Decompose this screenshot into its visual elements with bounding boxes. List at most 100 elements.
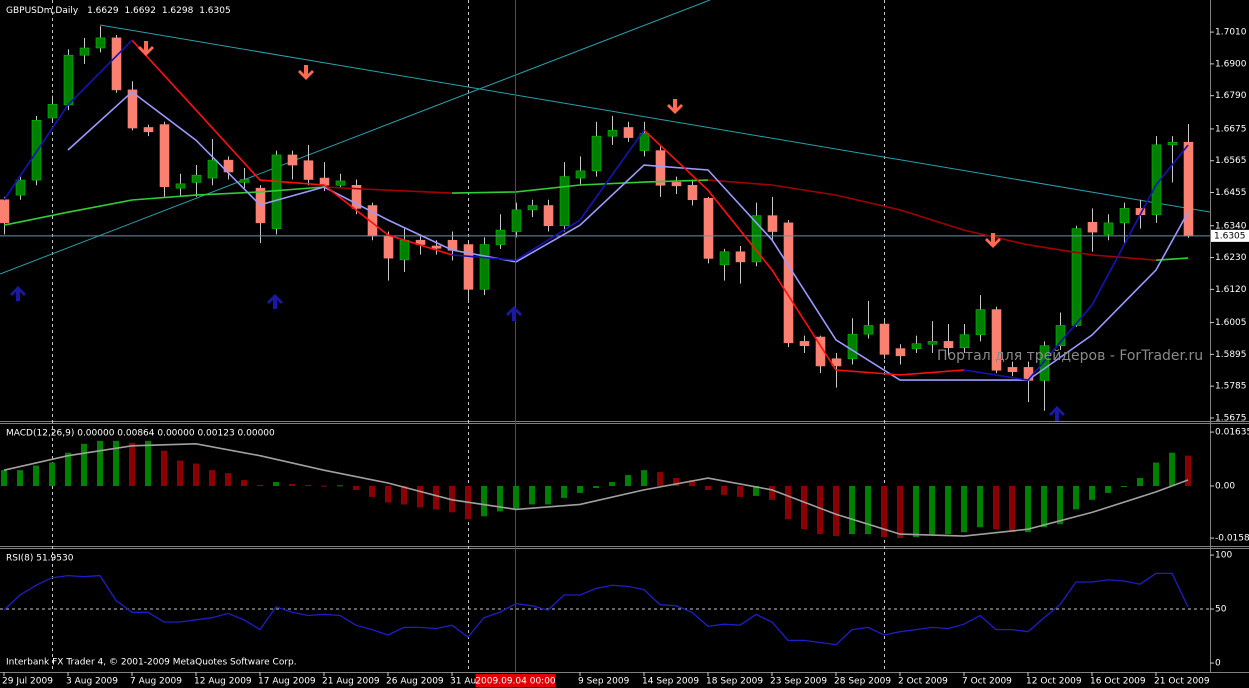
histogram-bar (257, 484, 263, 486)
candle-body (159, 124, 170, 188)
histogram-bar (417, 485, 423, 508)
x-tick-label: 18 Sep 2009 (706, 677, 763, 687)
histogram-bar (881, 485, 887, 538)
y-tick-label: 1.6455 (1215, 188, 1247, 198)
candle-body (143, 127, 154, 133)
y-tick-label: 1.7010 (1215, 28, 1247, 38)
candle-body (47, 104, 58, 119)
candle-body (623, 127, 634, 138)
candle-body (751, 215, 762, 263)
histogram-bar (689, 480, 695, 486)
current-price-label: 1.6305 (1214, 231, 1246, 241)
candle-body (271, 154, 282, 229)
candle-body (1167, 141, 1178, 146)
x-tick-label: 12 Aug 2009 (194, 677, 252, 687)
y-tick-label: 1.6565 (1215, 156, 1247, 166)
candle-body (431, 245, 442, 249)
histogram-bar (801, 485, 807, 530)
histogram-bar (833, 485, 839, 537)
open-value: 1.6629 (87, 6, 119, 16)
histogram-bar (529, 485, 535, 505)
candle-body (671, 182, 682, 187)
candle-body (127, 89, 138, 129)
histogram-bar (513, 485, 519, 509)
y-tick-label: 0 (1215, 659, 1221, 669)
candle-body (607, 130, 618, 137)
x-tick-label: 23 Sep 2009 (770, 677, 827, 687)
chart-header: GBPUSDm,Daily 1.6629 1.6692 1.6298 1.630… (6, 6, 231, 16)
y-tick-label: 1.6675 (1215, 124, 1247, 134)
candle-body (719, 251, 730, 266)
candle-body (63, 54, 74, 106)
histogram-bar (81, 443, 87, 486)
histogram-bar (609, 482, 615, 486)
x-tick-label: 26 Aug 2009 (386, 677, 444, 687)
histogram-bar (865, 485, 871, 535)
y-tick-label: 100 (1215, 551, 1232, 561)
histogram-bar (657, 472, 663, 486)
indicator-line (323, 179, 1157, 261)
candle-body (239, 179, 250, 183)
histogram-bar (193, 463, 199, 486)
y-tick-label: 1.5785 (1215, 382, 1247, 392)
histogram-bar (929, 485, 935, 536)
candle-body (207, 159, 218, 179)
x-tick-label: 17 Aug 2009 (258, 677, 316, 687)
histogram-bar (1089, 485, 1095, 500)
histogram-bar (401, 485, 407, 505)
close-value: 1.6305 (199, 6, 231, 16)
histogram-bar (305, 484, 311, 486)
trend-line (99, 24, 1211, 213)
candle-body (687, 184, 698, 201)
y-tick-label: 1.5895 (1215, 350, 1247, 360)
frame (0, 0, 1249, 673)
histogram-bar (577, 485, 583, 493)
histogram-bar (753, 485, 759, 496)
histogram-bar (593, 485, 599, 488)
candle-body (767, 215, 778, 232)
x-tick-label: 21 Oct 2009 (1154, 677, 1210, 687)
x-tick-label: 14 Sep 2009 (642, 677, 699, 687)
x-tick-label: 28 Sep 2009 (834, 677, 891, 687)
histogram-bar (177, 460, 183, 486)
y-tick-label: 0.01635 (1215, 428, 1249, 438)
candle-body (95, 37, 106, 49)
histogram-bar (113, 440, 119, 486)
y-tick-label: 1.6120 (1215, 285, 1247, 295)
histogram-bar (209, 470, 215, 486)
candle-body (511, 209, 522, 232)
histogram-bar (241, 480, 247, 486)
histogram-bar (849, 485, 855, 535)
histogram-bar (1185, 455, 1191, 486)
candle-body (479, 244, 490, 290)
histogram-bar (49, 462, 55, 486)
histogram-bar (721, 485, 727, 495)
x-tick-label: 2 Oct 2009 (898, 677, 948, 687)
histogram-bar (961, 485, 967, 533)
histogram-bar (129, 442, 135, 486)
candle-body (175, 183, 186, 189)
candle-body (111, 37, 122, 91)
histogram-bar (1137, 478, 1143, 486)
crosshair-box (475, 674, 556, 687)
x-tick-label: 12 Oct 2009 (1026, 677, 1082, 687)
histogram-bar (1, 470, 7, 486)
histogram-bar (33, 465, 39, 486)
histogram-bar (1073, 485, 1079, 510)
candle-body (639, 132, 650, 151)
histogram-bar (369, 485, 375, 497)
candle-body (31, 119, 42, 181)
candle-body (399, 239, 410, 261)
candle-body (351, 184, 362, 209)
candle-body (591, 135, 602, 172)
candle-body (383, 235, 394, 259)
y-tick-label: 1.5675 (1215, 413, 1247, 423)
histogram-bar (1105, 485, 1111, 493)
histogram-bar (145, 440, 151, 486)
candle-body (799, 341, 810, 347)
candle-body (1087, 221, 1098, 233)
histogram-bar (385, 485, 391, 503)
candle-body (1119, 208, 1130, 224)
